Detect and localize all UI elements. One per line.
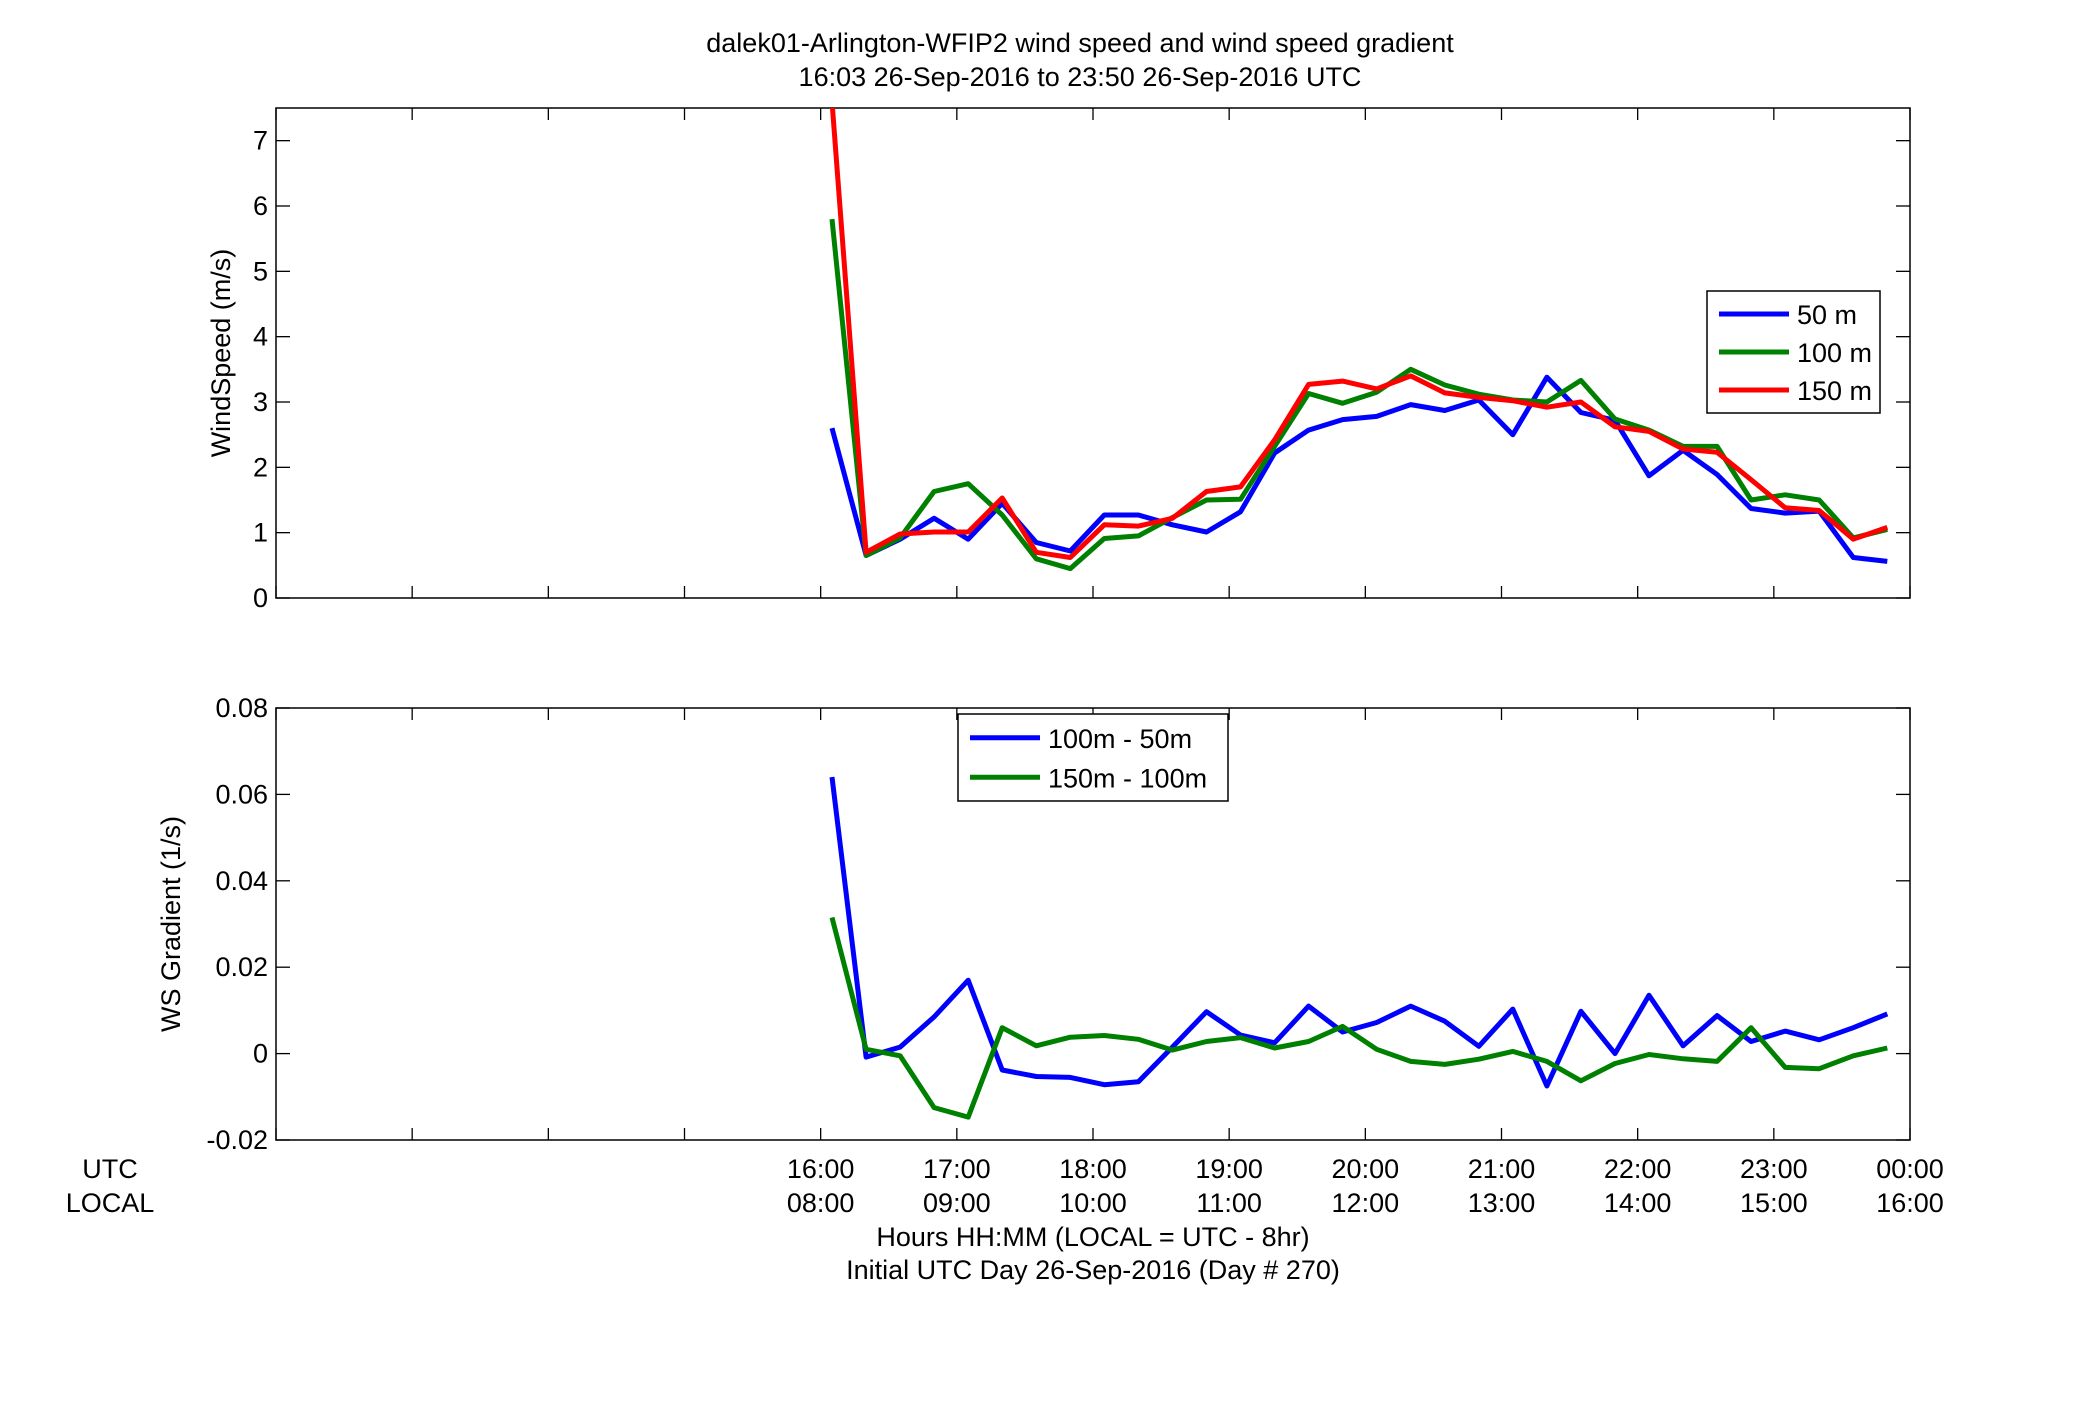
x-tick-label-local: 11:00 <box>1196 1188 1262 1218</box>
y-tick-label: 3 <box>253 387 268 417</box>
x-tick-label-local: 14:00 <box>1604 1188 1672 1218</box>
chart-subtitle: 16:03 26-Sep-2016 to 23:50 26-Sep-2016 U… <box>799 62 1362 92</box>
legend: 50 m 100 m 150 m <box>1706 290 1881 414</box>
y-tick-label: 2 <box>253 452 268 482</box>
series-group <box>829 108 1889 572</box>
y-tick-label: 0 <box>253 583 268 613</box>
x-tick-label-local: 10:00 <box>1059 1188 1127 1218</box>
x-tick-label-local: 15:00 <box>1740 1188 1808 1218</box>
y-tick-label: 0.08 <box>215 693 268 723</box>
y-tick-label: 0.04 <box>215 866 268 896</box>
wind-speed-panel: 0 1 2 3 4 5 6 7 WindSpeed (m/s) 50 m 100 m 150 m <box>206 107 1911 613</box>
series-line-100-m <box>829 218 1888 572</box>
local-row-label: LOCAL <box>66 1188 155 1218</box>
series-line-100m-50m <box>829 776 1889 1089</box>
legend-label: 50 m <box>1797 300 1857 330</box>
y-tick-label: 4 <box>253 322 268 352</box>
ws-gradient-panel: -0.02 0 0.02 0.04 0.06 0.08 WS Gradient (1/s) 1… <box>156 693 1911 1155</box>
shared-x-axis: 16:00 08:00 17:00 09:00 18:00 10:00 19:00 11:00… <box>787 1154 1944 1218</box>
legend-label: 100 m <box>1797 338 1872 368</box>
x-axis-label: Hours HH:MM (LOCAL = UTC - 8hr) <box>876 1222 1309 1252</box>
x-tick-label-local: 09:00 <box>923 1188 991 1218</box>
series-line-150m-100m <box>829 916 1888 1120</box>
x-tick-label-utc: 16:00 <box>787 1154 855 1184</box>
x-tick-label-utc: 20:00 <box>1332 1154 1400 1184</box>
series-group <box>829 776 1889 1120</box>
x-tick-label-local: 16:00 <box>1876 1188 1944 1218</box>
series-line-150-m <box>829 108 1889 560</box>
legend-label: 100m - 50m <box>1048 724 1192 754</box>
x-tick-label-local: 12:00 <box>1332 1188 1400 1218</box>
y-tick-label: 0 <box>253 1039 268 1069</box>
y-tick-label: 6 <box>253 191 268 221</box>
utc-row-label: UTC <box>82 1154 138 1184</box>
y-axis-label: WindSpeed (m/s) <box>206 249 236 458</box>
x-tick-label-utc: 19:00 <box>1195 1154 1263 1184</box>
y-tick-label: 0.06 <box>215 779 268 809</box>
y-tick-label: 0.02 <box>215 952 268 982</box>
y-tick-label: 7 <box>253 126 268 156</box>
x-tick-label-utc: 21:00 <box>1468 1154 1536 1184</box>
legend-box <box>957 713 1229 802</box>
y-axis-label: WS Gradient (1/s) <box>156 816 186 1032</box>
y-tick-label: 5 <box>253 256 268 286</box>
legend-label: 150 m <box>1797 376 1872 406</box>
legend-label: 150m - 100m <box>1048 763 1207 793</box>
x-tick-label-utc: 22:00 <box>1604 1154 1672 1184</box>
legend: 100m - 50m 150m - 100m <box>957 713 1229 802</box>
x-axis-sublabel: Initial UTC Day 26-Sep-2016 (Day # 270) <box>846 1255 1340 1285</box>
y-tick-label: 1 <box>253 518 268 548</box>
x-tick-label-utc: 18:00 <box>1059 1154 1127 1184</box>
x-tick-label-utc: 23:00 <box>1740 1154 1808 1184</box>
y-tick-label: -0.02 <box>206 1125 268 1155</box>
x-tick-label-utc: 00:00 <box>1876 1154 1944 1184</box>
x-tick-label-local: 13:00 <box>1468 1188 1536 1218</box>
chart-title: dalek01-Arlington-WFIP2 wind speed and w… <box>706 28 1454 58</box>
x-tick-label-local: 08:00 <box>787 1188 855 1218</box>
x-tick-label-utc: 17:00 <box>923 1154 991 1184</box>
